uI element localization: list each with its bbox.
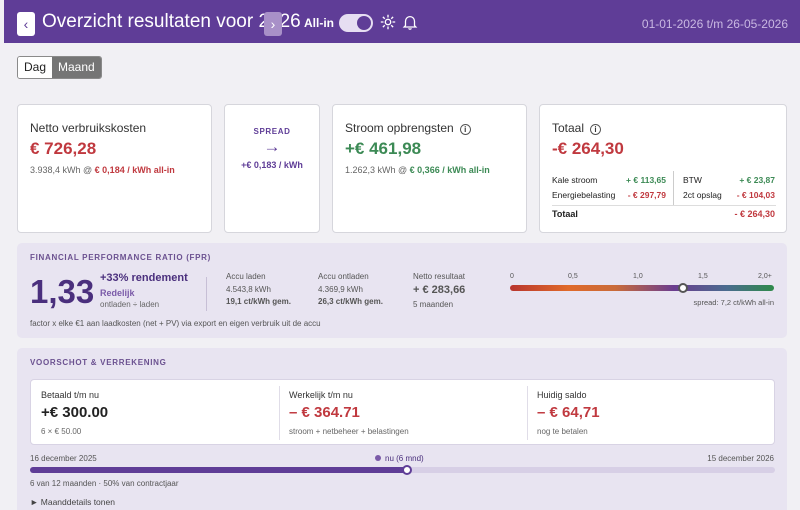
fpr-rating: Redelijk <box>100 288 135 298</box>
voorschot-title: VOORSCHOT & VERREKENING <box>30 358 167 367</box>
total-label-row: Totaal i <box>552 121 602 135</box>
total-row-label: Kale stroom <box>552 175 598 185</box>
voorschot-panel: VOORSCHOT & VERREKENING Betaald t/m nu +… <box>17 348 787 510</box>
scale-tick: 0 <box>510 273 514 280</box>
allin-label: All-in <box>304 16 334 30</box>
stat-extra: 19,1 ct/kWh gem. <box>226 297 291 306</box>
revenue-sub: 1.262,3 kWh @ € 0,366 / kWh all-in <box>345 165 490 175</box>
arrow-right-icon: → <box>263 137 281 156</box>
total-value: -€ 264,30 <box>552 139 624 158</box>
revenue-label: Stroom opbrengsten <box>345 121 454 135</box>
stat-value: + € 283,66 <box>413 284 466 296</box>
spread-value: +€ 0,183 / kWh <box>241 160 303 170</box>
total-row-label: Energiebelasting <box>552 190 616 200</box>
voorschot-column: Werkelijk t/m nu – € 364.71 stroom + net… <box>279 380 527 444</box>
voorschot-column: Huidig saldo – € 64,71 nog te betalen <box>527 380 776 444</box>
grand-total-label: Totaal <box>552 209 578 219</box>
total-row-value: + € 113,65 <box>626 175 666 185</box>
stat-label: Netto resultaat <box>413 272 466 281</box>
timeline-now: nu (6 mnd) <box>375 454 424 463</box>
gear-icon[interactable] <box>379 12 397 32</box>
next-year-button[interactable]: › <box>264 12 282 36</box>
column-value: +€ 300.00 <box>41 404 109 421</box>
costs-kwh: 3.938,4 kWh @ <box>30 165 95 175</box>
revenue-label-row: Stroom opbrengsten i <box>345 121 471 135</box>
toggle-knob <box>357 16 371 30</box>
total-row-value: + € 23,87 <box>739 175 775 185</box>
costs-label: Netto verbruikskosten <box>30 121 147 135</box>
fpr-gradient-bar <box>510 285 774 291</box>
stat-extra: 26,3 ct/kWh gem. <box>318 297 383 306</box>
info-icon[interactable]: i <box>590 124 602 135</box>
stat-label: Accu laden <box>226 272 266 281</box>
costs-sub: 3.938,4 kWh @ € 0,184 / kWh all-in <box>30 165 175 175</box>
revenue-card: Stroom opbrengsten i +€ 461,98 1.262,3 kW… <box>332 104 527 233</box>
fpr-ratio: 1,33 <box>30 273 95 310</box>
timeline-start: 16 december 2025 <box>30 454 97 463</box>
column-label: Werkelijk t/m nu <box>289 390 353 400</box>
month-details-toggle[interactable]: ► Maanddetails tonen <box>30 497 115 507</box>
fpr-footnote: factor x elke €1 aan laadkosten (net + P… <box>30 319 321 328</box>
scale-tick: 0,5 <box>568 273 578 280</box>
total-divider <box>673 171 674 205</box>
stat-value: 4.543,8 kWh <box>226 285 271 294</box>
column-sub: stroom + netbeheer + belastingen <box>289 427 409 436</box>
total-row-value: - € 297,79 <box>627 190 666 200</box>
costs-card: Netto verbruikskosten € 726,28 3.938,4 k… <box>17 104 212 233</box>
total-rule <box>552 205 776 206</box>
scale-tick: 1,0 <box>633 273 643 280</box>
stat-extra: 5 maanden <box>413 300 454 309</box>
spread-label: SPREAD <box>253 127 291 136</box>
column-divider <box>527 386 528 440</box>
fpr-divider <box>206 277 207 311</box>
total-label: Totaal <box>552 121 585 135</box>
scale-tick: 1,5 <box>698 273 708 280</box>
fpr-marker <box>677 283 688 293</box>
fpr-rendement: +33% rendement <box>100 272 188 284</box>
spread-note: spread: 7,2 ct/kWh all-in <box>693 298 774 307</box>
stat-value: 4.369,9 kWh <box>318 285 363 294</box>
page-title: Overzicht resultaten voor 2026 <box>42 11 301 32</box>
total-card: Totaal i -€ 264,30 Kale stroom + € 113,65… <box>539 104 787 233</box>
column-label: Huidig saldo <box>537 390 587 400</box>
column-sub: nog te betalen <box>537 427 588 436</box>
column-value: – € 364.71 <box>289 404 360 421</box>
date-range: 01-01-2026 t/m 26-05-2026 <box>641 17 788 31</box>
fpr-title: FINANCIAL PERFORMANCE RATIO (FPR) <box>30 253 212 262</box>
now-dot-icon <box>375 455 381 461</box>
timeline-fill <box>30 467 407 473</box>
column-sub: 6 × € 50.00 <box>41 427 82 436</box>
scale-tick: 2,0+ <box>758 273 772 280</box>
info-icon[interactable]: i <box>459 124 471 135</box>
view-toggle: Dag Maand <box>17 56 102 79</box>
view-option-maand[interactable]: Maand <box>52 57 101 78</box>
allin-toggle[interactable] <box>339 14 373 32</box>
revenue-kwh: 1.262,3 kWh @ <box>345 165 410 175</box>
costs-value: € 726,28 <box>30 139 97 158</box>
voorschot-summary: Betaald t/m nu +€ 300.00 6 × € 50.00 Wer… <box>30 379 775 445</box>
total-row-label: 2ct opslag <box>683 190 722 200</box>
timeline-now-label: nu (6 mnd) <box>385 454 424 463</box>
column-divider <box>279 386 280 440</box>
spread-card: SPREAD → +€ 0,183 / kWh <box>224 104 320 233</box>
grand-total-value: - € 264,30 <box>734 209 775 219</box>
timeline-foot: 6 van 12 maanden · 50% van contractjaar <box>30 479 179 488</box>
stat-label: Accu ontladen <box>318 272 369 281</box>
app-header: ‹ Overzicht resultaten voor 2026 › All-i… <box>4 0 800 43</box>
revenue-value: +€ 461,98 <box>345 139 422 158</box>
total-row-label: BTW <box>683 175 702 185</box>
timeline-end: 15 december 2026 <box>707 454 774 463</box>
view-option-dag[interactable]: Dag <box>18 57 53 78</box>
revenue-rate: € 0,366 / kWh all-in <box>409 165 490 175</box>
fpr-panel: FINANCIAL PERFORMANCE RATIO (FPR) 1,33 +… <box>17 243 787 338</box>
fpr-formula: ontladen ÷ laden <box>100 300 160 309</box>
prev-year-button[interactable]: ‹ <box>17 12 35 36</box>
voorschot-column: Betaald t/m nu +€ 300.00 6 × € 50.00 <box>31 380 279 444</box>
costs-rate: € 0,184 / kWh all-in <box>94 165 175 175</box>
bell-icon[interactable] <box>401 12 419 32</box>
column-value: – € 64,71 <box>537 404 600 421</box>
timeline-thumb <box>401 465 412 475</box>
column-label: Betaald t/m nu <box>41 390 100 400</box>
total-row-value: - € 104,03 <box>736 190 775 200</box>
